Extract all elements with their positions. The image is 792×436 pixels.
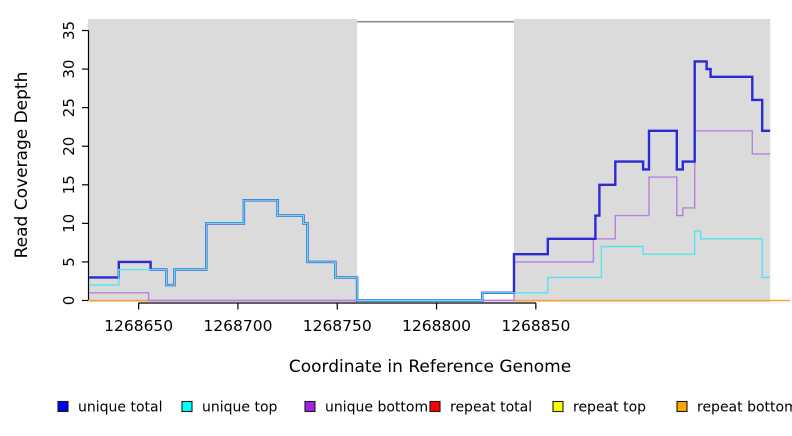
y-tick-label: 0 [60,296,78,306]
y-tick-label: 25 [60,98,78,117]
y-tick-label: 35 [60,21,78,40]
x-tick-label: 1268800 [402,317,471,335]
legend-item-unique-total: unique total [57,400,162,416]
legend-swatch-repeat-bottom [676,400,688,413]
legend-label: repeat bottom [697,400,792,416]
x-axis-title: Coordinate in Reference Genome [289,357,571,377]
y-tick-label: 5 [60,257,78,267]
y-tick-label: 15 [60,175,78,194]
legend-label: unique bottom [325,400,428,416]
legend-swatch-unique-total [57,400,69,413]
legend-item-repeat-total: repeat total [429,400,532,416]
axes: 0 5 10 15 20 25 30 35 1268650 1268700 1268750 12688… [60,21,570,335]
legend-item-unique-top: unique top [181,400,278,416]
x-tick-label: 1268700 [203,317,272,335]
legend-swatch-repeat-top [552,400,564,413]
legend-swatch-repeat-total [429,400,441,413]
legend-swatch-unique-bottom [304,400,316,413]
legend-item-unique-bottom: unique bottom [304,400,428,416]
y-tick-label: 30 [60,60,78,79]
legend-label: unique top [202,400,278,416]
shaded-region-covered-left [88,19,358,302]
x-tick-label: 1268750 [303,317,372,335]
legend-label: repeat top [573,400,646,416]
series-lines [88,60,791,302]
x-tick-label: 1268850 [501,317,570,335]
legend-label: repeat total [450,400,532,416]
legend-label: unique total [78,400,162,416]
series-unique-top [89,199,771,302]
y-tick-label: 20 [60,137,78,156]
legend: unique total unique top unique bottom repea… [57,400,792,416]
y-tick-label: 10 [60,214,78,233]
shaded-coverage-bands [88,19,771,302]
x-tick-label: 1268650 [104,317,173,335]
legend-item-repeat-bottom: repeat bottom [676,400,792,416]
y-axis-title: Read Coverage Depth [12,72,32,259]
legend-swatch-unique-top [181,400,193,413]
legend-item-repeat-top: repeat top [552,400,646,416]
